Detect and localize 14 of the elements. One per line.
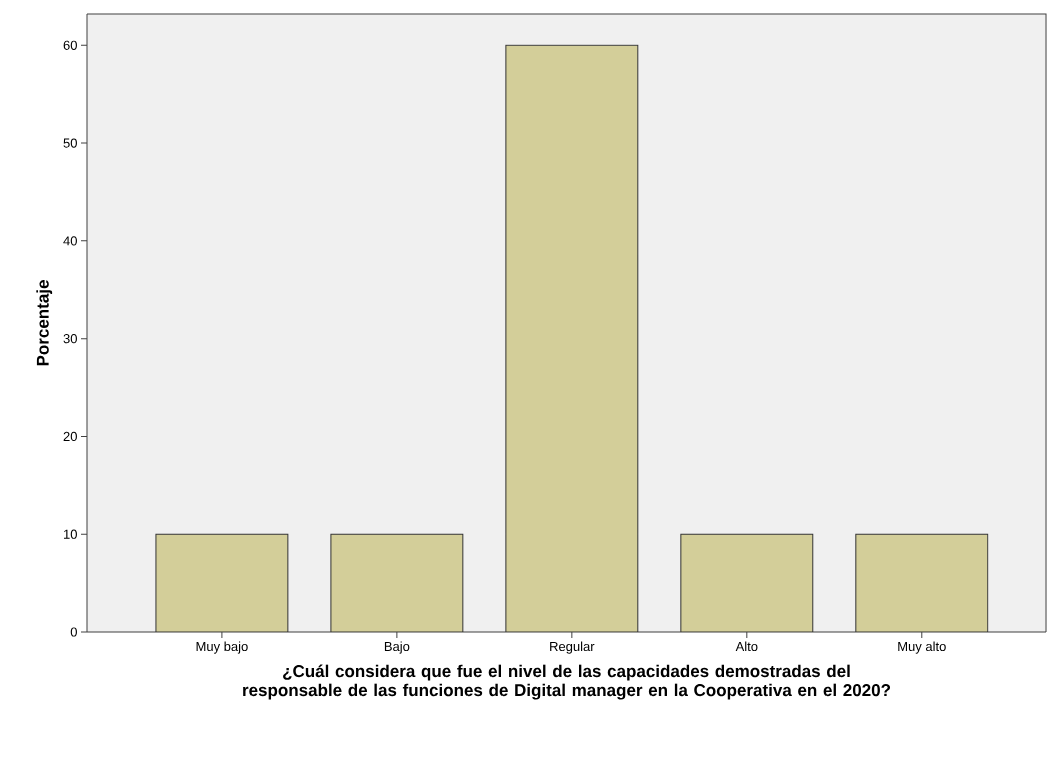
- y-tick-label: 40: [63, 236, 77, 246]
- x-tick-label: Alto: [735, 641, 758, 652]
- y-tick-label: 30: [63, 334, 77, 344]
- x-tick-label: Muy bajo: [196, 641, 248, 654]
- y-tick-label: 0: [70, 627, 77, 637]
- x-axis-title: ¿Cuál considera que fue el nivel de las capacidades demostradas del responsable de las funciones de Digital manager en la Cooperativa en el 2020?: [243, 664, 891, 700]
- x-tick-label: Bajo: [384, 641, 410, 654]
- y-tick-label: 50: [63, 138, 77, 148]
- x-tick-label: Regular: [550, 641, 595, 654]
- y-axis-title: Porcentaje: [36, 280, 53, 366]
- x-tick-label: Muy alto: [898, 641, 946, 654]
- y-tick-label: 60: [63, 40, 77, 50]
- y-tick-label: 20: [63, 431, 77, 442]
- y-tick-label: 10: [63, 529, 77, 539]
